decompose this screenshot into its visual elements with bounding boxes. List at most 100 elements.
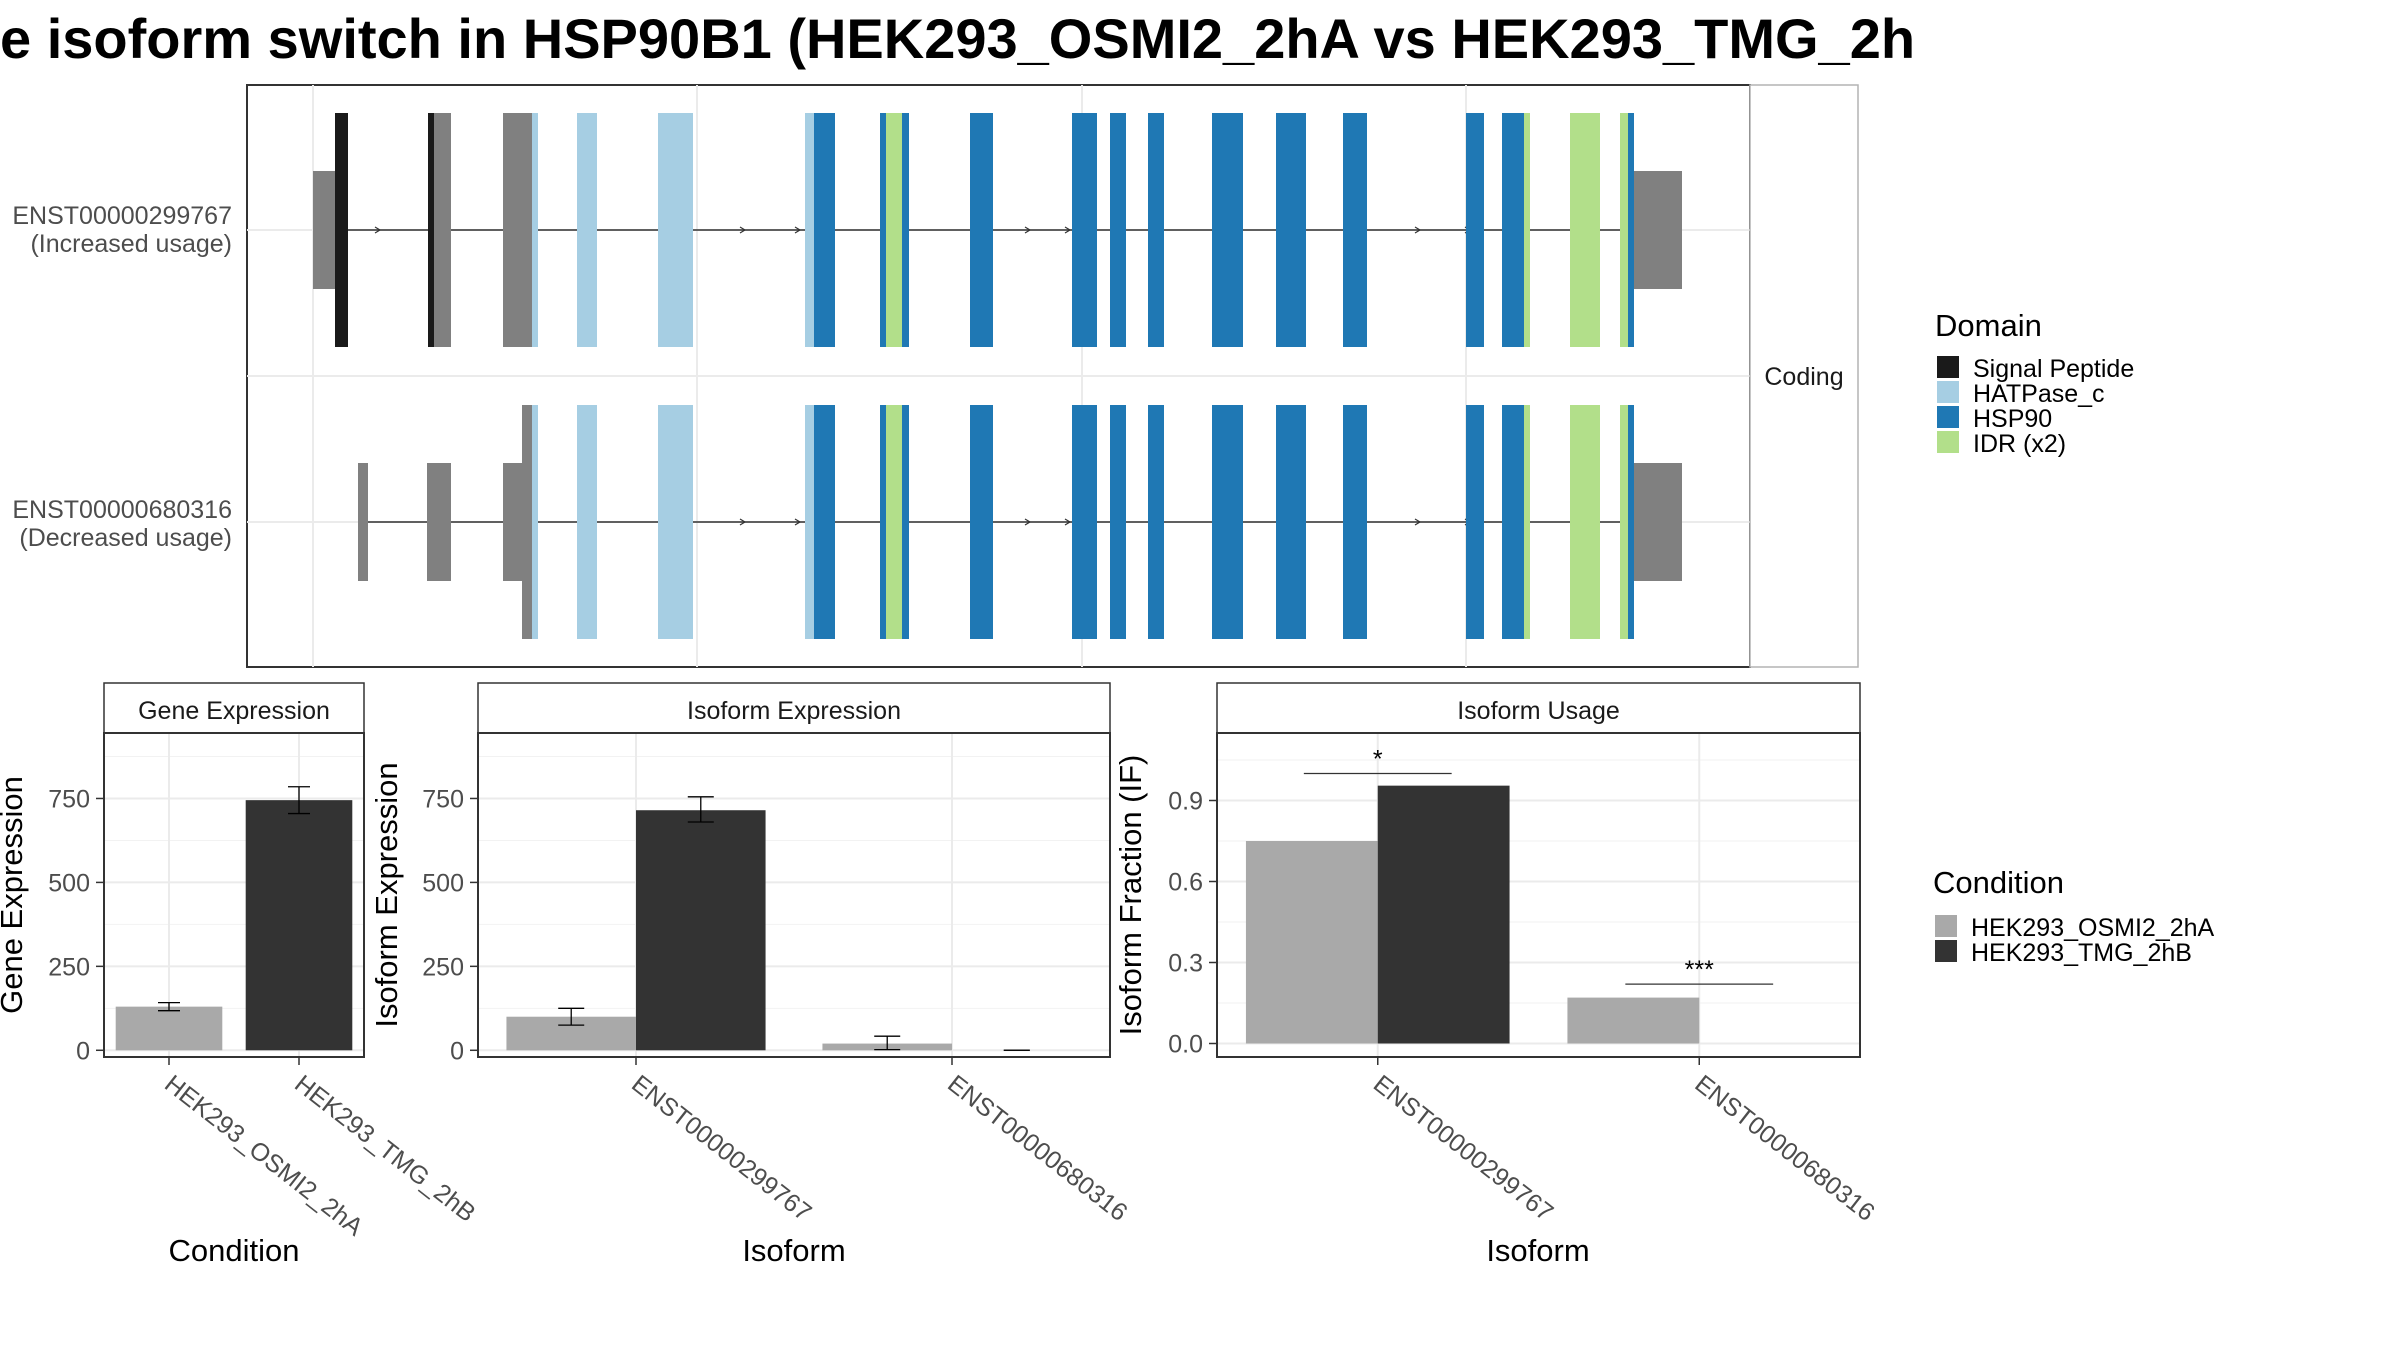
exon-hsp90	[970, 405, 993, 639]
legend-label-hatpase-c: HATPase_c	[1973, 380, 2105, 408]
exon-hsp90	[1212, 405, 1243, 639]
transcript-models	[313, 113, 1682, 639]
isoform-1-usage-label: (Increased usage)	[30, 230, 232, 258]
exon-hsp90	[814, 405, 835, 639]
legend-label-hsp90: HSP90	[1973, 405, 2052, 433]
y-tick-label: 0.6	[1168, 869, 1203, 897]
y-tick-label: 0.9	[1168, 788, 1203, 816]
significance-label: *	[1373, 746, 1383, 774]
y-tick-label: 500	[422, 869, 464, 897]
isoform-1-id-label: ENST00000299767	[12, 202, 232, 230]
domain-legend: Domain Signal Peptide HATPase_c HSP90 ID…	[1935, 308, 2134, 458]
exon-hsp90	[1466, 405, 1484, 639]
exon-utr	[503, 113, 532, 347]
gene-expression-chart: Gene Expression0250500750HEK293_OSMI2_2h…	[0, 682, 481, 1268]
strand-arrow	[1064, 226, 1072, 234]
exon-idr	[1570, 405, 1600, 639]
exon-hsp90	[1276, 113, 1306, 347]
legend-label-signal-peptide: Signal Peptide	[1973, 355, 2134, 383]
exon-utr	[313, 171, 335, 289]
strand-arrow	[374, 226, 382, 234]
y-tick-label: 0	[76, 1037, 90, 1065]
exon-hsp90	[1110, 113, 1126, 347]
exon-hsp90	[1466, 113, 1484, 347]
strand-arrow	[1414, 226, 1422, 234]
exon-hatpase-c	[577, 405, 597, 639]
isoform-usage-chart: Isoform Usage****0.00.30.60.9ENST0000029…	[1113, 682, 1880, 1268]
exon-hsp90	[1628, 405, 1634, 639]
exon-hsp90	[1343, 113, 1367, 347]
panel-strip-label: Gene Expression	[138, 697, 330, 725]
exon-utr	[358, 463, 368, 581]
legend-item-idr: IDR (x2)	[1937, 430, 2066, 458]
x-tick-label: ENST00000680316	[1690, 1070, 1880, 1227]
strand-arrow	[794, 518, 802, 526]
coding-strip	[1749, 84, 1859, 668]
exon-hsp90	[1110, 405, 1126, 639]
strand-arrow	[739, 518, 747, 526]
exon-idr	[1524, 405, 1530, 639]
y-tick-label: 500	[48, 869, 90, 897]
bar-hek293_osmi2_2ha	[115, 1006, 223, 1051]
legend-label-idr: IDR (x2)	[1973, 430, 2066, 458]
strand-arrow	[1024, 518, 1032, 526]
legend-key-hatpase-c	[1937, 381, 1959, 403]
legend-key-signal-peptide	[1937, 356, 1959, 378]
y-tick-label: 0	[450, 1037, 464, 1065]
plot-border	[1216, 732, 1861, 1058]
strand-arrow	[1024, 226, 1032, 234]
legend-label-osmi2: HEK293_OSMI2_2hA	[1971, 914, 2215, 942]
exon-idr	[1620, 405, 1628, 639]
exon-idr	[1620, 113, 1628, 347]
panel-strip	[103, 682, 365, 734]
transcript-2	[358, 405, 1682, 639]
y-tick-label: 750	[48, 785, 90, 813]
y-axis-title: Isoform Expression	[369, 762, 404, 1027]
isoform-2-usage-label: (Decreased usage)	[19, 524, 232, 552]
exon-hsp90	[1148, 405, 1164, 639]
legend-item-hatpase-c: HATPase_c	[1937, 380, 2105, 408]
exon-hatpase-c	[805, 405, 814, 639]
exon-hatpase-c	[532, 113, 538, 347]
exon-utr	[434, 113, 451, 347]
significance-label: ***	[1685, 956, 1714, 984]
x-axis-title: Isoform	[1486, 1233, 1589, 1268]
exon-hsp90	[880, 405, 886, 639]
exon-hatpase-c	[658, 113, 693, 347]
condition-legend: Condition HEK293_OSMI2_2hA HEK293_TMG_2h…	[1933, 865, 2215, 967]
exon-hsp90	[880, 113, 886, 347]
legend-label-tmg: HEK293_TMG_2hB	[1971, 939, 2192, 967]
exon-hsp90	[970, 113, 993, 347]
legend-item-tmg: HEK293_TMG_2hB	[1935, 939, 2192, 967]
bar-enst00000299767-hek293_osmi2_2ha	[1245, 841, 1378, 1044]
exon-idr	[1570, 113, 1600, 347]
x-axis-title: Condition	[169, 1233, 300, 1268]
exon-hsp90	[1212, 113, 1243, 347]
isoform-structure-panel: Coding ENST00000299767 (Increased usage)…	[12, 84, 1859, 668]
exon-hsp90	[1072, 113, 1097, 347]
exon-signal-peptide	[428, 113, 434, 347]
bar-enst00000680316-hek293_osmi2_2ha	[1567, 997, 1700, 1044]
exon-utr	[1634, 463, 1682, 581]
plot-area	[478, 733, 1110, 1057]
strand-arrow	[1414, 518, 1422, 526]
exon-hsp90	[1276, 405, 1306, 639]
exon-hsp90	[902, 405, 909, 639]
exon-hsp90	[1343, 405, 1367, 639]
isoform-expression-chart: Isoform Expression 0 250 500 750 ENST00000299…	[369, 682, 1133, 1268]
isoform-2-id-label: ENST00000680316	[12, 496, 232, 524]
strand-arrow	[739, 226, 747, 234]
legend-item-signal-peptide: Signal Peptide	[1937, 355, 2134, 383]
legend-item-hsp90: HSP90	[1937, 405, 2052, 433]
y-tick-label: 0.0	[1168, 1031, 1203, 1059]
exon-hsp90	[1072, 405, 1097, 639]
panel-strip-label: Isoform Usage	[1457, 697, 1620, 725]
y-tick-label: 250	[422, 953, 464, 981]
exon-utr	[427, 463, 451, 581]
x-tick-label: ENST00000680316	[942, 1070, 1132, 1227]
exon-utr	[1634, 171, 1682, 289]
domain-legend-title: Domain	[1935, 308, 2042, 343]
exon-hsp90	[1502, 405, 1524, 639]
exon-signal-peptide	[335, 113, 348, 347]
